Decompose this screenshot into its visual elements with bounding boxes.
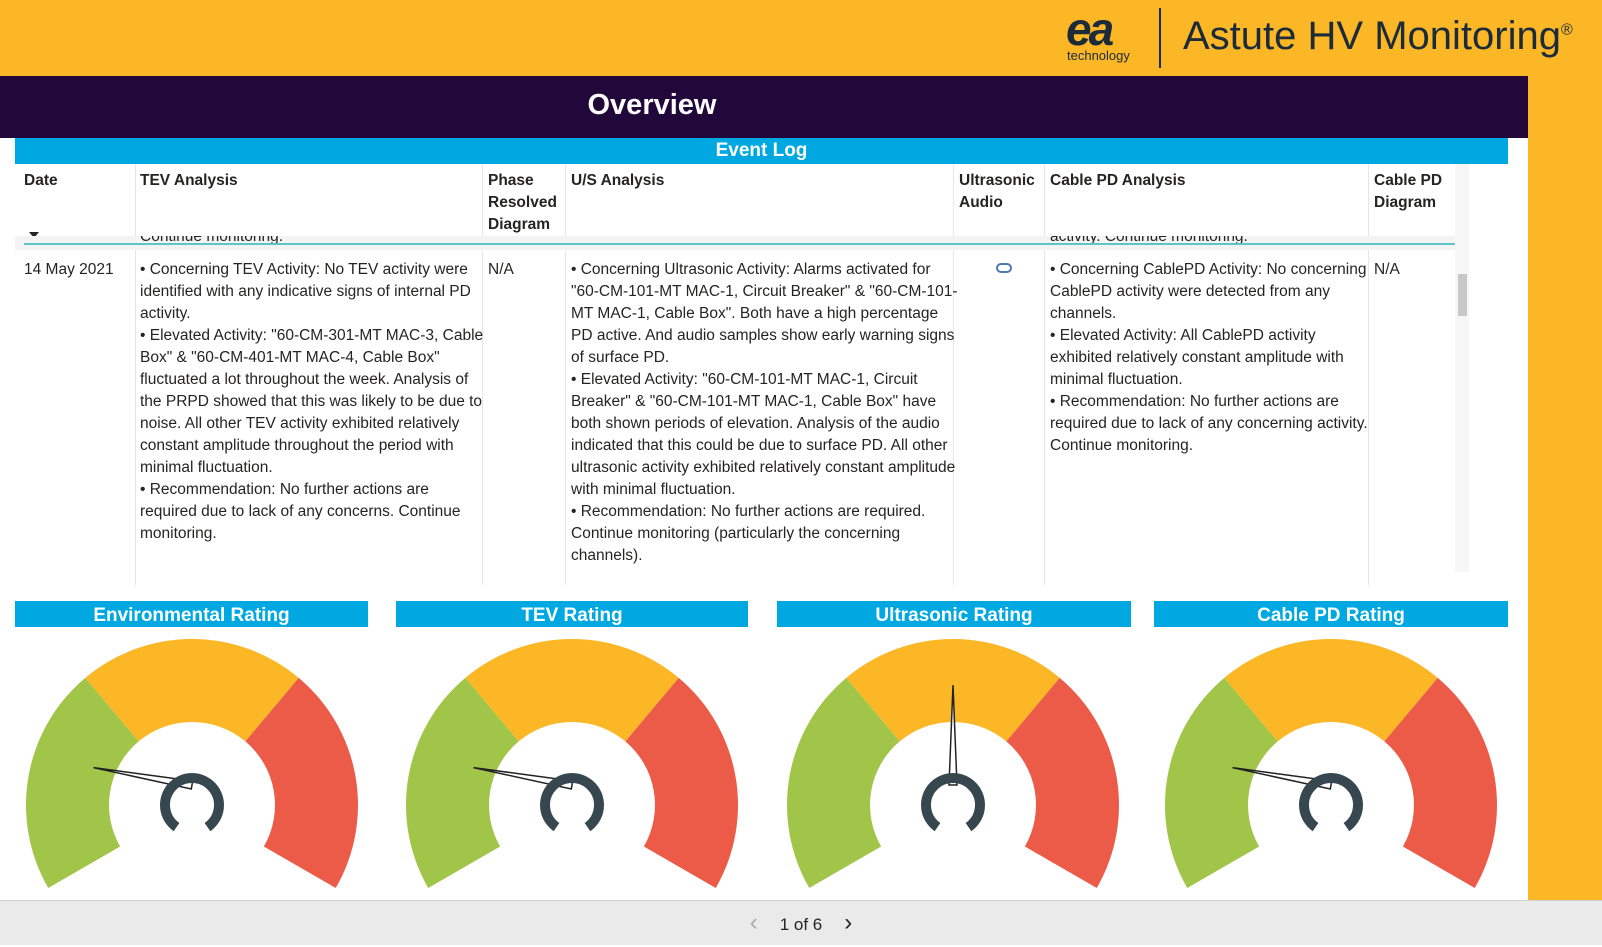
logo: ea [1066,3,1114,55]
column-header: TEV Analysis [140,172,238,189]
divider [1159,8,1161,68]
side-strip [1528,76,1602,900]
gauge-band [1006,677,1119,888]
cell-paragraph: • Elevated Activity: "60-CM-301-MT MAC-3… [140,327,484,476]
page-title: Overview [0,76,1528,138]
gauge-band [1224,638,1438,742]
table-cell: N/A [1374,261,1400,278]
gauge-title: Environmental Rating [93,605,289,626]
gauge-hub [160,773,224,832]
gauge-band [245,677,358,888]
column-header: Phase Resolved Diagram [488,172,557,233]
product: Astute HV Monitoring [1183,14,1561,58]
cell-paragraph: • Recommendation: No further actions are… [1050,393,1368,454]
column-divider [953,164,954,585]
gauge-hub [540,773,604,832]
cell-paragraph: • Elevated Activity: "60-CM-101-MT MAC-1… [571,371,956,498]
table-cell: • Concerning TEV Activity: No TEV activi… [140,259,486,545]
event-log-title: Event Log [15,138,1508,164]
gauge-needle [473,766,574,790]
audio-link[interactable] [996,263,1012,273]
cell-paragraph: • Elevated Activity: All CablePD activit… [1050,327,1344,388]
gauge-band [405,677,519,888]
scrollbar [1455,164,1469,572]
cell-paragraph: • Concerning Ultrasonic Activity: Alarms… [571,261,958,366]
header-rule [24,243,1455,245]
product-mark: ® [1560,21,1573,39]
gauge-title: TEV Rating [521,605,622,626]
gauge-band [625,677,738,888]
gauge-band [85,639,299,742]
gauge-title-bar [777,601,1131,627]
column-header: Cable PD Diagram [1374,172,1443,211]
gauge: Environmental Rating [15,601,368,888]
gauge-band [1165,677,1278,888]
gauge-needle [1232,766,1333,790]
table-cell: • Concerning Ultrasonic Activity: Alarms… [571,259,959,567]
logo-sub: technology [1067,48,1130,63]
column-divider [1368,164,1369,585]
gauge-band [786,677,900,888]
event-log-table: Date TEV Analysis Phase Resolved Diagram U/… [15,164,1508,585]
cell-paragraph: • Concerning CablePD Activity: No concer… [1050,261,1367,322]
column-header: U/S Analysis [571,172,665,189]
gauge: TEV Rating [396,601,748,888]
column-divider [135,164,136,585]
cell-text: Continue monitoring. [140,236,284,245]
gauges: Environmental Rating TEV Rating Ultrasonic… [15,601,1508,888]
gauge: Cable PD Rating [1154,601,1508,888]
pager: ‹ 1 of 6 › [0,900,1602,945]
gauge-title-bar [15,601,368,627]
gauge-title: Cable PD Rating [1257,605,1405,626]
column-divider [1044,164,1045,585]
table-cell: N/A [488,261,514,278]
column-divider [565,164,566,585]
cell-paragraph: • Concerning TEV Activity: No TEV activi… [140,261,471,322]
scroll-thumb [1458,274,1467,316]
column-divider [482,164,483,585]
prev-page[interactable]: ‹ [749,909,758,936]
gauge-needle [948,684,958,786]
top-bar: ea technology Astute HV Monitoring® [0,0,1602,76]
gauge-title: Ultrasonic Rating [875,605,1032,626]
gauge-hub [1299,773,1363,832]
column-header: Ultrasonic Audio [959,172,1035,211]
gauge: Ultrasonic Rating [777,601,1131,888]
gauge-hub [921,773,985,832]
gauge-band [1384,677,1497,888]
gauge-needle [93,766,194,790]
cell-text: activity. Continue monitoring. [1050,236,1248,245]
sort-icon [29,232,39,238]
column-header: Date [24,172,58,189]
cell-paragraph: • Recommendation: No further actions are… [140,481,461,542]
gauge-band [25,677,139,888]
column-header: Cable PD Analysis [1050,172,1186,189]
product-name: Astute HV Monitoring® [1183,14,1573,59]
gauge-title-bar [396,601,748,627]
cell-paragraph: • Recommendation: No further actions are… [571,503,926,564]
next-page[interactable]: › [844,909,853,936]
table-cell: 14 May 2021 [24,261,114,278]
gauge-title-bar [1154,601,1508,627]
page-label: 1 of 6 [779,915,823,934]
table-cell: • Concerning CablePD Activity: No concer… [1050,259,1374,457]
gauge-band [465,639,679,742]
